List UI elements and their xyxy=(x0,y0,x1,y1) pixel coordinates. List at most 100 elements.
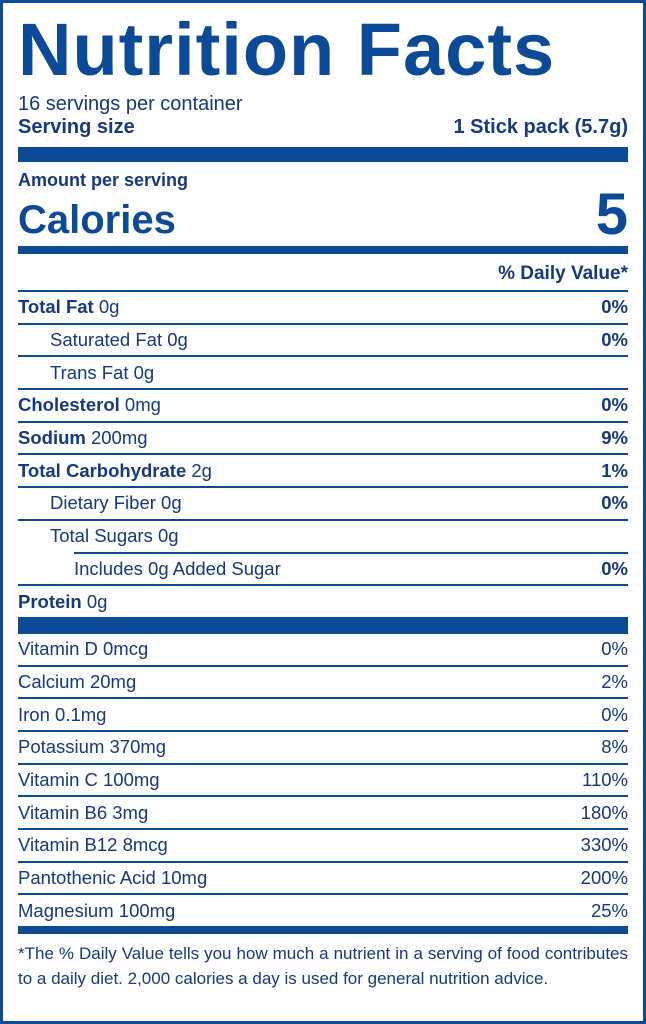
nutrient-name: Total Fat xyxy=(18,296,94,318)
nutrient-row: Trans Fat 0g xyxy=(18,355,628,388)
daily-value: 180% xyxy=(580,801,628,823)
title: Nutrition Facts xyxy=(18,8,556,91)
nutrient-amount: 0mcg xyxy=(103,638,149,660)
nutrient-row: Vitamin C 100mg 110% xyxy=(18,762,628,796)
nutrient-name: Vitamin B6 xyxy=(18,801,108,823)
nutrient-amount: 3mg xyxy=(112,801,149,823)
nutrient-amount: 0mg xyxy=(124,394,161,416)
nutrient-name: Total Sugars xyxy=(50,525,153,547)
nutrient-name: Vitamin D xyxy=(18,638,98,660)
nutrient: Saturated Fat 0g xyxy=(18,329,188,351)
nutrient-row: Sodium 200mg 9% xyxy=(18,420,628,454)
divider xyxy=(18,616,628,632)
nutrient-row: Potassium 370mg 8% xyxy=(18,729,628,763)
nutrient-row: Protein 0g xyxy=(18,584,628,617)
nutrient-name: Potassium xyxy=(18,736,105,758)
nutrient-row: Cholesterol 0mg 0% xyxy=(18,388,628,421)
dv-header: % Daily Value* xyxy=(498,263,628,284)
nutrient-amount: 0g xyxy=(98,296,120,318)
daily-value: 0% xyxy=(601,394,628,416)
daily-value: 8% xyxy=(601,736,628,758)
daily-value: 0% xyxy=(601,296,628,318)
daily-value: 25% xyxy=(590,899,628,921)
daily-value: 0% xyxy=(601,492,628,514)
daily-value: 0% xyxy=(601,703,628,725)
nutrient-row: Saturated Fat 0g 0% xyxy=(18,322,628,356)
nutrient-row: Total Fat 0g 0% xyxy=(18,290,628,323)
servings: 16 servings per container xyxy=(18,93,243,115)
nutrient: Vitamin C 100mg xyxy=(18,769,160,791)
nutrient-name: Dietary Fiber xyxy=(50,492,156,514)
nutrient: Total Carbohydrate 2g xyxy=(18,460,212,482)
nutrient-name: Protein xyxy=(18,590,82,612)
nutrient-name: Saturated Fat xyxy=(50,329,163,351)
nutrient-amount: 100mg xyxy=(118,899,176,921)
nutrient-amount: 0g xyxy=(86,590,108,612)
daily-value: 0% xyxy=(601,557,628,579)
nutrient-amount: 2g xyxy=(191,459,212,481)
nutrient: Total Fat 0g xyxy=(18,296,119,318)
amount-per-serving: Amount per serving xyxy=(18,170,189,190)
divider xyxy=(18,246,628,254)
nutrient-name: Vitamin B12 xyxy=(18,834,118,856)
nutrient-amount: 0g xyxy=(157,525,179,547)
daily-value: 330% xyxy=(580,834,628,856)
nutrient-amount: 0g xyxy=(167,329,188,351)
serving-size-row: Serving size 1 Stick pack (5.7g) xyxy=(18,115,628,139)
nutrient-name: Pantothenic Acid xyxy=(18,867,156,889)
nutrient-name: Total Carbohydrate xyxy=(18,459,187,481)
nutrient: Iron 0.1mg xyxy=(18,704,106,726)
nutrient-row: Total Sugars 0g xyxy=(18,518,628,552)
nutrient-amount: 200mg xyxy=(90,427,148,449)
nutrient-name: Magnesium xyxy=(18,899,114,921)
vitamins: Vitamin D 0mcg 0% Calcium 20mg 2% Iron 0.1mg… xyxy=(18,631,628,926)
nutrient-row: Calcium 20mg 2% xyxy=(18,664,628,698)
calories: 5 xyxy=(595,182,628,247)
serving-size: 1 Stick pack (5.7g) xyxy=(453,116,628,138)
nutrient-amount: 0g xyxy=(133,361,155,383)
nutrient-amount: 20mg xyxy=(89,670,137,692)
nutrient-name: Calcium xyxy=(18,670,85,692)
nutrient: Total Sugars 0g xyxy=(18,525,179,547)
nutrient-name: Vitamin C xyxy=(18,768,98,790)
daily-value: 200% xyxy=(580,867,628,889)
daily-value: 1% xyxy=(601,459,628,481)
nutrient: Trans Fat 0g xyxy=(18,362,154,384)
nutrient: Potassium 370mg xyxy=(18,736,166,758)
nutrient-name: Iron xyxy=(18,703,50,725)
nutrient: Dietary Fiber 0g xyxy=(18,492,182,514)
nutrient: Magnesium 100mg xyxy=(18,900,175,922)
nutrient-row: Vitamin D 0mcg 0% xyxy=(18,631,628,665)
daily-value: 0% xyxy=(601,329,628,351)
nutrient-row: Vitamin B6 3mg 180% xyxy=(18,795,628,828)
serving-size-label: Serving size xyxy=(18,116,135,138)
calories-label: Calories xyxy=(18,198,176,242)
nutrient-amount: 100mg xyxy=(103,768,160,790)
nutrient-amount: 370mg xyxy=(109,736,167,758)
nutrient: Calcium 20mg xyxy=(18,671,136,693)
nutrient: Vitamin B12 8mcg xyxy=(18,834,168,856)
daily-value: 110% xyxy=(582,768,628,790)
nutrient-amount: 0g xyxy=(161,492,182,514)
nutrient-row: Includes 0g Added Sugar 0% xyxy=(74,551,628,585)
nutrient-name: Includes 0g Added Sugar xyxy=(74,557,281,579)
nutrient: Includes 0g Added Sugar xyxy=(74,558,281,580)
nutrient: Pantothenic Acid 10mg xyxy=(18,867,207,889)
nutrient-row: Dietary Fiber 0g 0% xyxy=(18,486,628,519)
daily-value: 0% xyxy=(601,638,628,660)
footnote: *The % Daily Value tells you how much a … xyxy=(18,944,628,989)
nutrient-name: Cholesterol xyxy=(18,394,120,416)
nutrient-row: Vitamin B12 8mcg 330% xyxy=(18,828,628,861)
daily-value: 9% xyxy=(601,427,628,449)
divider xyxy=(18,926,628,935)
nutrient: Sodium 200mg xyxy=(18,427,148,449)
nutrient-amount: 8mcg xyxy=(122,834,168,856)
nutrient: Protein 0g xyxy=(18,591,107,613)
nutrient-amount: 0.1mg xyxy=(55,703,107,725)
daily-value: 2% xyxy=(601,670,628,692)
nutrient: Vitamin B6 3mg xyxy=(18,802,148,824)
nutrient-row: Magnesium 100mg 25% xyxy=(18,893,628,926)
calories-row: Calories 5 xyxy=(18,182,628,247)
nutrient: Vitamin D 0mcg xyxy=(18,638,148,660)
divider xyxy=(18,147,628,162)
